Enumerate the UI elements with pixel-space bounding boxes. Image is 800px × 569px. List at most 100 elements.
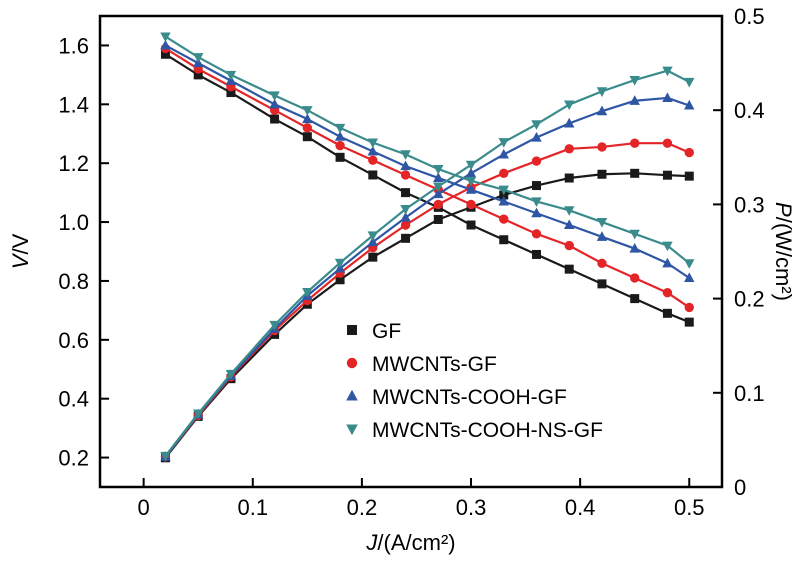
series-mwcnts-cooh-ns-gf-power-marker	[433, 182, 444, 193]
series-gf-voltage-marker	[401, 188, 411, 198]
series-mwcnts-cooh-ns-gf-voltage-marker	[662, 241, 673, 252]
series-gf-power-marker	[335, 275, 345, 285]
series-gf-power-marker	[630, 168, 640, 178]
series-gf-voltage-marker	[160, 49, 170, 59]
series-mwcnts-gf-power-line	[164, 142, 690, 458]
series-mwcnts-gf-voltage-marker	[368, 155, 378, 165]
series-mwcnts-cooh-ns-gf-voltage-marker	[596, 218, 608, 228]
series-gf-voltage-marker	[630, 294, 640, 304]
x-axis-tick-label: 0.4	[565, 495, 596, 520]
legend-marker-gf	[347, 325, 357, 335]
legend: GF MWCNTs-GF MWCNTs-COOH-GF MWCNTs-COOH-NS-…	[346, 320, 603, 442]
series-mwcnts-cooh-ns-gf-power-marker	[498, 138, 509, 148]
series-mwcnts-cooh-ns-gf-voltage-marker	[302, 106, 313, 116]
y-left-axis-tick-label: 0.6	[58, 328, 89, 353]
series-mwcnts-gf-power-marker	[433, 199, 443, 210]
y-right-axis-tick-label: 0.2	[734, 287, 765, 312]
y-left-axis-tick-label: 1.0	[58, 210, 89, 235]
series-mwcnts-cooh-gf-voltage-marker	[269, 98, 280, 109]
series-gf-voltage-marker	[564, 264, 574, 274]
y-right-axis-tick-label: 0.1	[734, 381, 765, 406]
series-mwcnts-gf-voltage-marker	[630, 273, 640, 283]
y-right-axis-tick-label: 0.5	[734, 4, 765, 29]
series-mwcnts-cooh-ns-gf-power-marker	[465, 160, 477, 171]
series-mwcnts-cooh-ns-gf-power-marker	[225, 369, 237, 380]
series-mwcnts-cooh-gf-voltage-marker	[531, 207, 542, 218]
series-mwcnts-gf-voltage-marker	[466, 199, 476, 210]
series-mwcnts-cooh-ns-gf-voltage-marker	[160, 32, 171, 43]
series-mwcnts-gf-power-marker	[597, 142, 607, 152]
legend-label: MWCNTs-COOH-NS-GF	[372, 419, 603, 442]
series-mwcnts-gf-voltage-marker	[662, 288, 673, 298]
series-mwcnts-gf-power-marker	[499, 168, 509, 178]
series-gf-power-marker	[531, 181, 541, 191]
series-mwcnts-cooh-gf-power-marker	[465, 167, 477, 178]
series-mwcnts-cooh-gf-power-marker	[400, 212, 411, 222]
legend-marker-mwcnts-cooh-ns-gf	[346, 424, 358, 436]
series-mwcnts-gf-voltage-marker	[564, 240, 574, 251]
series-mwcnts-cooh-ns-gf-voltage-marker	[400, 150, 411, 160]
series-gf-voltage-marker	[368, 170, 378, 180]
series-mwcnts-cooh-ns-gf-voltage-marker	[367, 138, 379, 149]
series-mwcnts-cooh-ns-gf-power-marker	[192, 409, 204, 420]
series-mwcnts-cooh-ns-gf-power-marker	[531, 120, 542, 130]
y-right-axis-tick-label: 0	[734, 475, 746, 500]
series-mwcnts-cooh-ns-gf-power-marker	[684, 77, 695, 88]
series-mwcnts-cooh-gf-voltage-marker	[629, 242, 640, 253]
y-right-axis-tick-label: 0.3	[734, 192, 765, 217]
series-gf-voltage-marker	[466, 220, 476, 230]
series-mwcnts-cooh-ns-gf-power-marker	[160, 451, 171, 462]
series-mwcnts-cooh-gf-power-marker	[531, 131, 542, 142]
series-mwcnts-cooh-gf-power-marker	[596, 105, 608, 116]
series-mwcnts-cooh-gf-voltage-marker	[684, 272, 695, 283]
series-mwcnts-cooh-ns-gf-voltage-marker	[269, 91, 280, 102]
x-axis-tick-label: 0.2	[347, 495, 378, 520]
series-mwcnts-cooh-gf-power-marker	[629, 95, 640, 105]
y-left-axis-tick-label: 0.8	[58, 269, 89, 294]
series-gf-power-marker	[662, 170, 672, 180]
x-axis-tick-label: 0.1	[237, 495, 268, 520]
legend-label: MWCNTs-COOH-GF	[372, 386, 567, 409]
series-mwcnts-cooh-ns-gf-voltage-marker	[531, 197, 542, 208]
series-gf-voltage-marker	[597, 279, 607, 289]
series-mwcnts-cooh-ns-gf-voltage-marker	[192, 53, 204, 63]
y-left-axis-tick-label: 1.4	[58, 92, 89, 117]
series-gf-power-marker	[564, 173, 574, 183]
series-gf-voltage-marker	[684, 317, 694, 327]
series-mwcnts-cooh-gf-voltage-marker	[160, 39, 171, 50]
x-axis-tick-label: 0	[138, 495, 150, 520]
series-mwcnts-cooh-ns-gf-power-marker	[564, 100, 575, 111]
y-left-axis-tick-label: 1.6	[58, 33, 89, 58]
series-mwcnts-cooh-ns-gf-power-marker	[302, 287, 313, 298]
series-mwcnts-cooh-ns-gf-voltage-marker	[433, 165, 444, 175]
legend-label: MWCNTs-GF	[372, 353, 497, 376]
series-mwcnts-gf-power-marker	[662, 138, 673, 148]
series-mwcnts-cooh-ns-gf-voltage-marker	[498, 185, 509, 196]
series-gf-power-line	[164, 172, 690, 459]
legend-item-mwcnts-gf: MWCNTs-GF	[346, 353, 497, 376]
series-mwcnts-cooh-gf-power-marker	[433, 188, 444, 199]
series-mwcnts-cooh-gf-power-marker	[367, 236, 379, 247]
series-mwcnts-cooh-gf-voltage-marker	[334, 131, 346, 141]
legend-label: GF	[372, 320, 401, 343]
legend-item-mwcnts-cooh-ns-gf: MWCNTs-COOH-NS-GF	[346, 419, 603, 442]
series-mwcnts-cooh-ns-gf-power-marker	[596, 87, 608, 97]
series-gf-voltage-marker	[193, 70, 203, 80]
series-mwcnts-cooh-ns-gf-power-marker	[269, 320, 280, 331]
x-axis-title: J/(A/cm²)	[365, 530, 455, 555]
series-mwcnts-gf-voltage-marker	[302, 123, 313, 133]
series-mwcnts-cooh-ns-gf-voltage-line	[164, 35, 690, 265]
series-gf-power-marker	[684, 171, 694, 181]
series-mwcnts-cooh-gf-voltage-marker	[662, 257, 673, 268]
x-axis-tick-label: 0.5	[674, 495, 705, 520]
series-mwcnts-cooh-ns-gf-power-marker	[400, 205, 411, 215]
series-gf-voltage-marker	[302, 132, 312, 142]
x-axis-tick-label: 0.3	[456, 495, 487, 520]
series-gf-power-marker	[433, 214, 443, 224]
y-left-axis-tick-label: 0.2	[58, 446, 89, 471]
series-mwcnts-cooh-ns-gf-voltage-marker	[684, 259, 695, 269]
series-mwcnts-cooh-gf-voltage-marker	[400, 160, 411, 171]
series-mwcnts-gf-power-marker	[564, 144, 574, 154]
series-mwcnts-cooh-ns-gf-voltage-marker	[334, 123, 346, 134]
